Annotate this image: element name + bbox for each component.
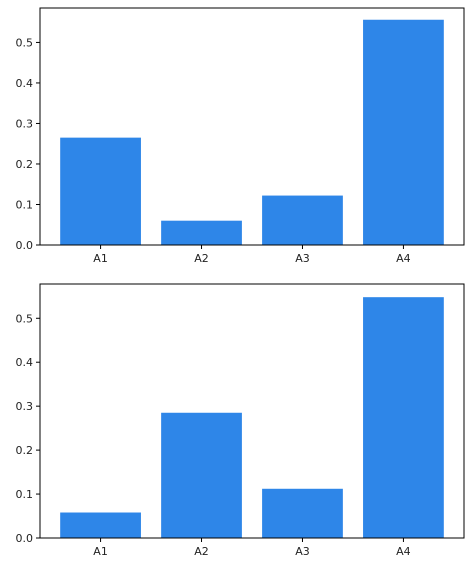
y-tick-label: 0.4 — [16, 77, 34, 90]
x-tick-label: A3 — [295, 252, 310, 265]
y-tick-label: 0.0 — [16, 239, 34, 252]
bar-a3 — [262, 195, 343, 245]
y-tick-label: 0.3 — [16, 400, 34, 413]
y-tick-label: 0.5 — [16, 312, 34, 325]
x-tick-label: A4 — [396, 545, 411, 558]
bar-a1 — [60, 512, 141, 538]
top-bar-chart: A1 A2 A3 A4 0.0 0.1 0.2 0.3 0.4 0.5 — [16, 7, 465, 265]
x-tick-label: A1 — [93, 545, 108, 558]
x-tick-label: A2 — [194, 252, 209, 265]
x-tick-label: A4 — [396, 252, 411, 265]
y-tick-label: 0.4 — [16, 356, 34, 369]
y-tick-label: 0.3 — [16, 117, 34, 130]
y-tick-label: 0.0 — [16, 532, 34, 545]
bar-a2 — [161, 220, 242, 245]
plot-frame — [39, 7, 465, 246]
bar-a4 — [363, 297, 444, 538]
y-tick-label: 0.2 — [16, 444, 34, 457]
bottom-bar-chart: A1 A2 A3 A4 0.0 0.1 0.2 0.3 0.4 0.5 — [16, 283, 465, 558]
bar-a3 — [262, 488, 343, 538]
bar-a2 — [161, 412, 242, 538]
y-tick-label: 0.1 — [16, 198, 34, 211]
bar-a4 — [363, 19, 444, 245]
y-tick-label: 0.1 — [16, 488, 34, 501]
x-tick-label: A3 — [295, 545, 310, 558]
x-tick-label: A2 — [194, 545, 209, 558]
plot-frame — [39, 283, 465, 539]
bar-a1 — [60, 137, 141, 245]
x-tick-label: A1 — [93, 252, 108, 265]
y-tick-label: 0.5 — [16, 36, 34, 49]
y-tick-label: 0.2 — [16, 158, 34, 171]
